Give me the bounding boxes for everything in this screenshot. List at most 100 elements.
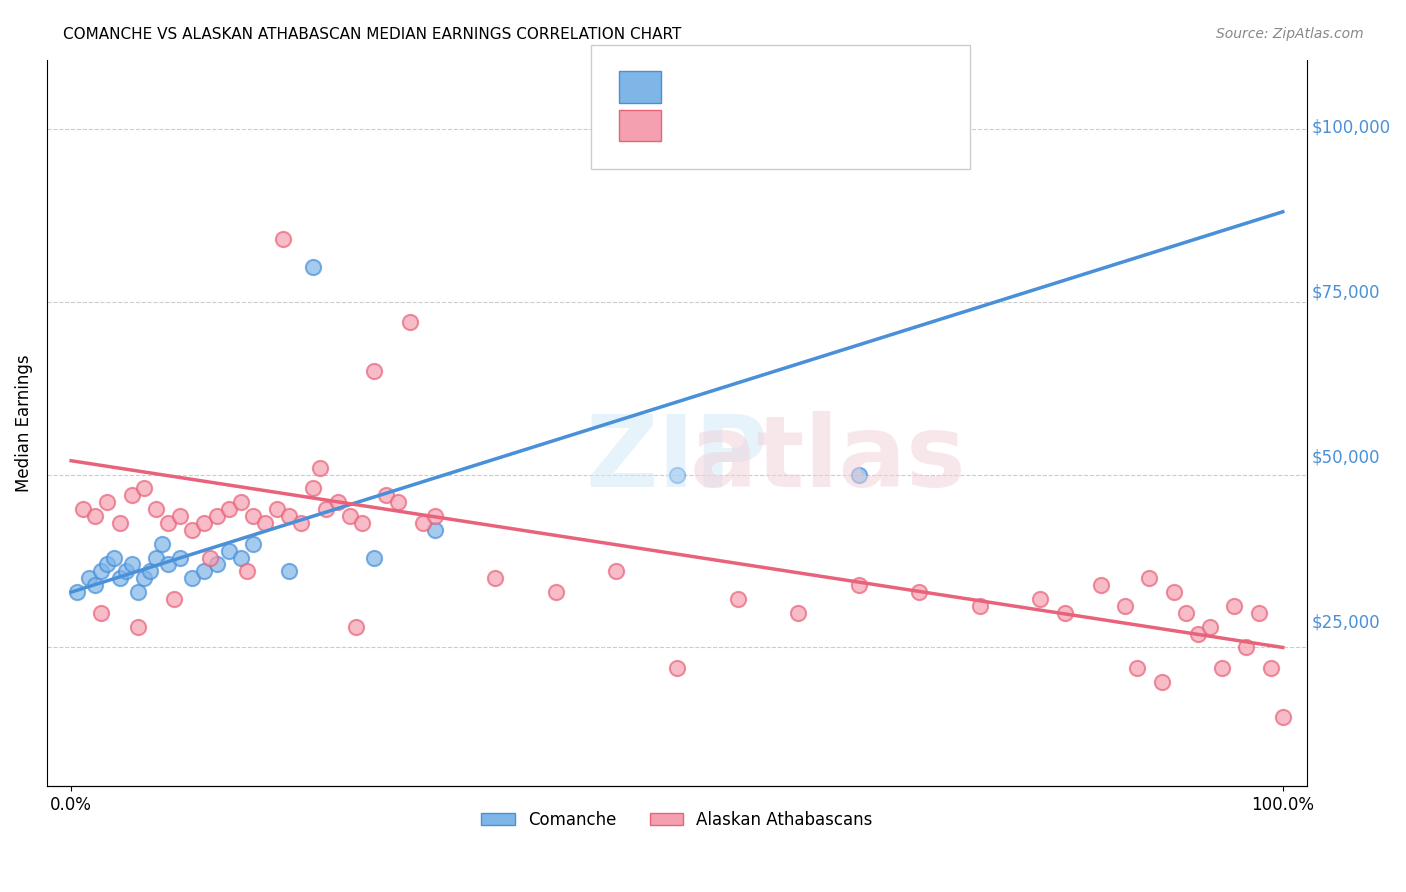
Legend: Comanche, Alaskan Athabascans: Comanche, Alaskan Athabascans bbox=[475, 805, 879, 836]
Point bbox=[727, 592, 749, 607]
Point bbox=[969, 599, 991, 613]
Point bbox=[96, 495, 118, 509]
Point bbox=[278, 509, 301, 524]
Point bbox=[350, 516, 373, 530]
Point bbox=[229, 550, 252, 565]
Point bbox=[114, 565, 136, 579]
Point bbox=[1174, 606, 1197, 620]
Point bbox=[665, 661, 688, 675]
Point bbox=[127, 585, 149, 599]
Point bbox=[242, 509, 264, 524]
Y-axis label: Median Earnings: Median Earnings bbox=[15, 354, 32, 491]
Point bbox=[665, 467, 688, 482]
Point bbox=[242, 537, 264, 551]
Point bbox=[1211, 661, 1233, 675]
Point bbox=[302, 260, 325, 274]
Point bbox=[375, 488, 398, 502]
Point bbox=[1260, 661, 1282, 675]
Point bbox=[229, 495, 252, 509]
Point bbox=[139, 565, 162, 579]
Point bbox=[1126, 661, 1149, 675]
Point bbox=[96, 558, 118, 572]
Point bbox=[132, 571, 155, 585]
Point bbox=[108, 571, 131, 585]
Point bbox=[1199, 620, 1222, 634]
Point bbox=[308, 460, 330, 475]
Point bbox=[848, 467, 870, 482]
Text: Source: ZipAtlas.com: Source: ZipAtlas.com bbox=[1216, 27, 1364, 41]
Point bbox=[339, 509, 361, 524]
Point bbox=[103, 550, 125, 565]
Point bbox=[157, 516, 180, 530]
Point bbox=[218, 543, 240, 558]
Point bbox=[1187, 626, 1209, 640]
Text: R =  0.562: R = 0.562 bbox=[675, 78, 756, 92]
Point bbox=[412, 516, 434, 530]
Point bbox=[157, 558, 180, 572]
Point bbox=[1271, 709, 1294, 723]
Point bbox=[193, 565, 215, 579]
Point bbox=[423, 523, 446, 537]
Point bbox=[145, 550, 167, 565]
Point bbox=[315, 502, 337, 516]
Point bbox=[84, 509, 107, 524]
Point bbox=[1236, 640, 1258, 655]
Text: R = -0.516: R = -0.516 bbox=[675, 120, 756, 134]
Point bbox=[145, 502, 167, 516]
Point bbox=[108, 516, 131, 530]
Point bbox=[266, 502, 288, 516]
Point bbox=[344, 620, 367, 634]
Point bbox=[1163, 585, 1185, 599]
Point bbox=[848, 578, 870, 592]
Point bbox=[363, 550, 385, 565]
Text: N = 28: N = 28 bbox=[823, 78, 880, 92]
Point bbox=[302, 482, 325, 496]
Point bbox=[326, 495, 349, 509]
Point bbox=[1053, 606, 1076, 620]
Point bbox=[253, 516, 276, 530]
Point bbox=[163, 592, 186, 607]
Point bbox=[908, 585, 931, 599]
Point bbox=[66, 585, 89, 599]
Point bbox=[1139, 571, 1161, 585]
Point bbox=[150, 537, 173, 551]
Text: atlas: atlas bbox=[690, 410, 966, 508]
Point bbox=[193, 516, 215, 530]
Point bbox=[169, 550, 191, 565]
Point bbox=[181, 523, 204, 537]
Point bbox=[278, 565, 301, 579]
Point bbox=[1150, 675, 1173, 690]
Point bbox=[544, 585, 567, 599]
Point bbox=[1223, 599, 1246, 613]
Point bbox=[169, 509, 191, 524]
Text: COMANCHE VS ALASKAN ATHABASCAN MEDIAN EARNINGS CORRELATION CHART: COMANCHE VS ALASKAN ATHABASCAN MEDIAN EA… bbox=[63, 27, 682, 42]
Point bbox=[1029, 592, 1052, 607]
Point bbox=[423, 509, 446, 524]
Point bbox=[121, 488, 143, 502]
Point bbox=[205, 509, 228, 524]
Point bbox=[605, 565, 627, 579]
Text: N = 64: N = 64 bbox=[823, 120, 880, 134]
Point bbox=[132, 482, 155, 496]
Point bbox=[271, 232, 294, 246]
Point bbox=[236, 565, 259, 579]
Point bbox=[290, 516, 312, 530]
Point bbox=[84, 578, 107, 592]
Point bbox=[387, 495, 409, 509]
Point bbox=[205, 558, 228, 572]
Point bbox=[90, 565, 112, 579]
Point bbox=[72, 502, 94, 516]
Point bbox=[1090, 578, 1112, 592]
Point bbox=[399, 315, 422, 329]
Point bbox=[1247, 606, 1270, 620]
Text: ZIP: ZIP bbox=[585, 410, 769, 508]
Point bbox=[1114, 599, 1136, 613]
Point bbox=[200, 550, 222, 565]
Point bbox=[181, 571, 204, 585]
Point bbox=[121, 558, 143, 572]
Point bbox=[127, 620, 149, 634]
Point bbox=[90, 606, 112, 620]
Point bbox=[79, 571, 101, 585]
Point bbox=[218, 502, 240, 516]
Point bbox=[484, 571, 506, 585]
